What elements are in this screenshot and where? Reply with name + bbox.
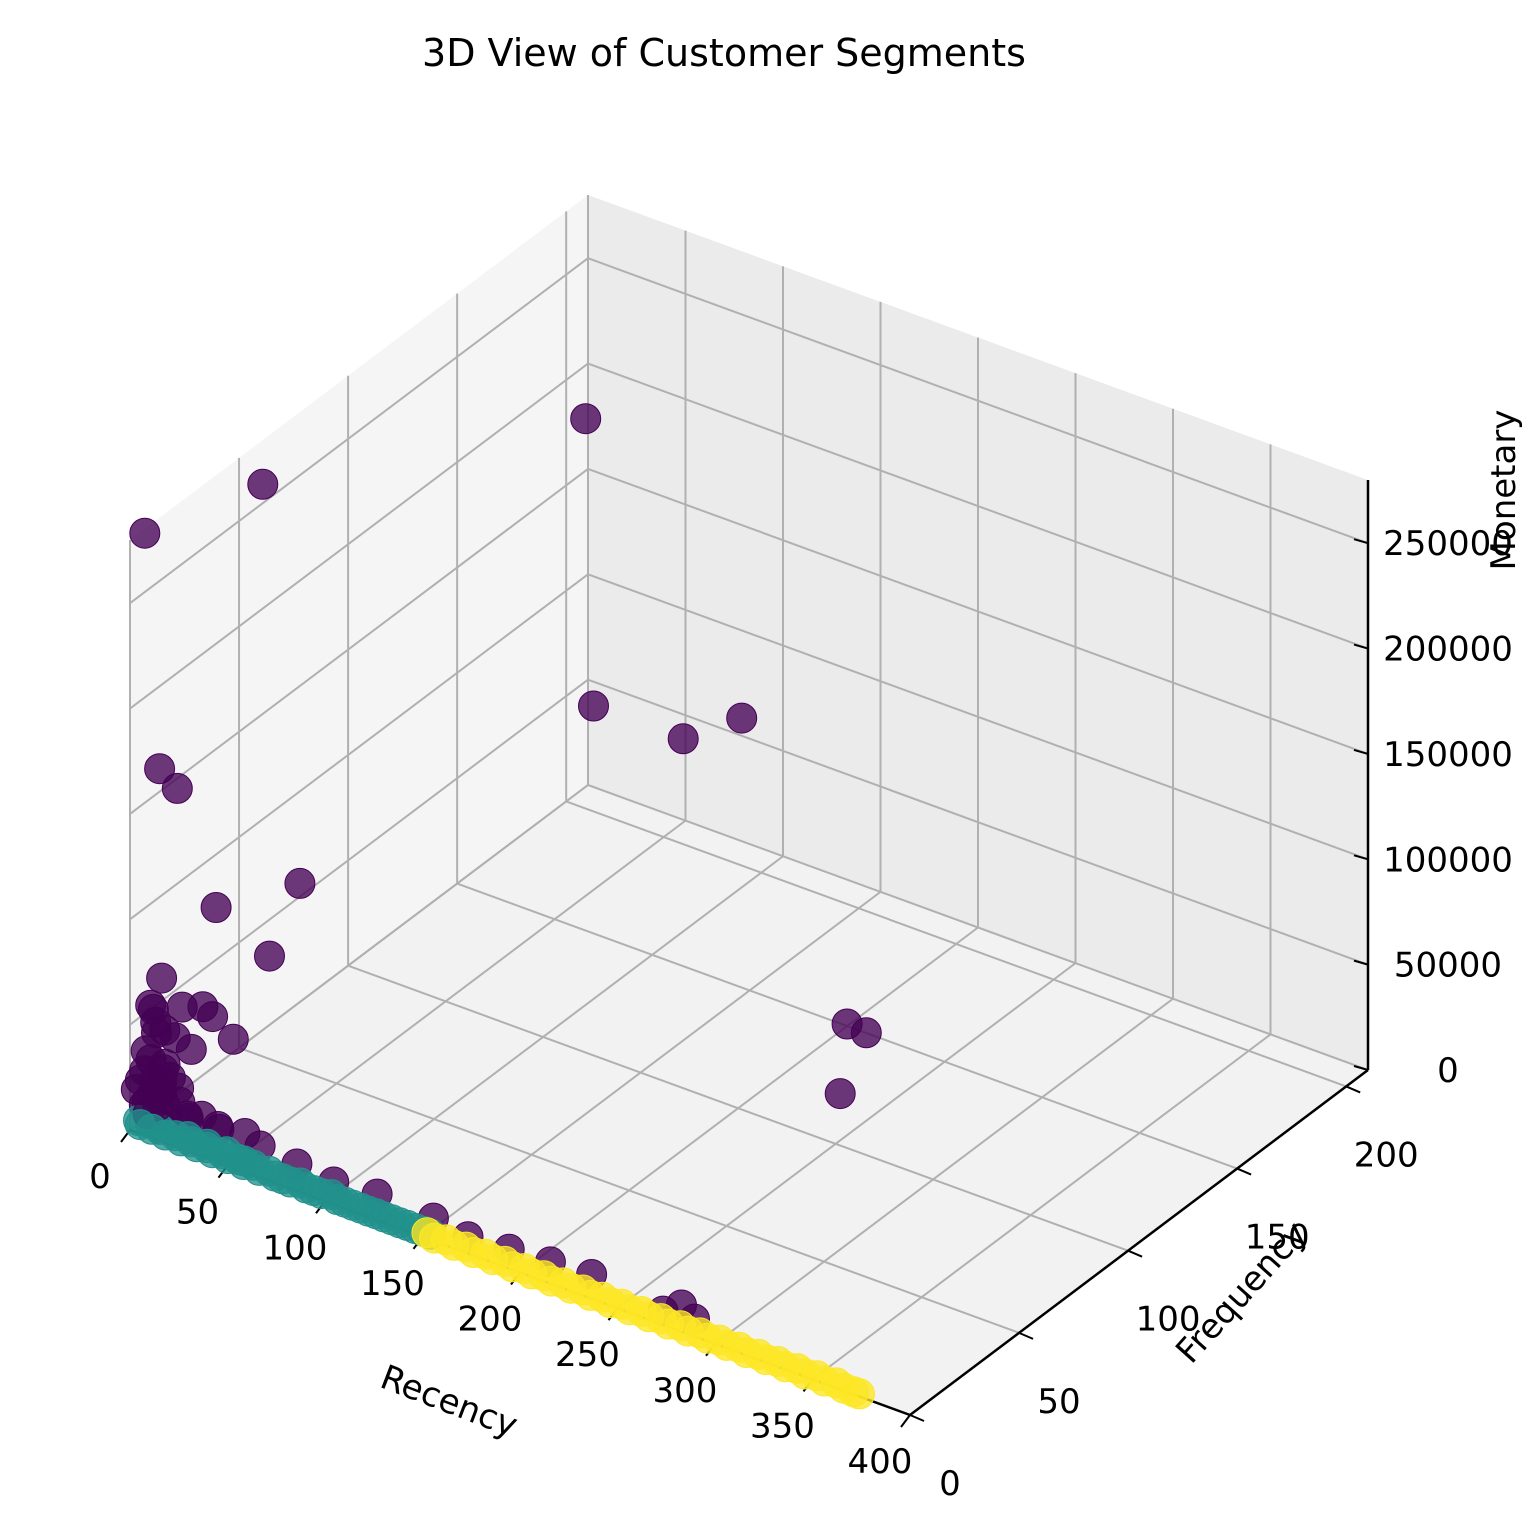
data-point-cluster-0 (161, 772, 193, 804)
grid-line-z-side (129, 257, 589, 605)
data-point-cluster-0 (284, 867, 316, 899)
z-tick-label: 100000 (1383, 840, 1513, 880)
data-point-cluster-0 (824, 1078, 856, 1110)
grid-line-y-floor (347, 964, 1129, 1252)
grid-line-x-floor (324, 855, 784, 1203)
y-tick-label: 200 (1354, 1135, 1419, 1175)
data-point-cluster-0 (667, 723, 699, 755)
data-point-cluster-0 (850, 1017, 882, 1049)
grid-line-z-side (129, 573, 589, 921)
x-tick-label: 400 (848, 1442, 913, 1482)
grid-line-x-floor (421, 891, 882, 1238)
y-tick (1345, 1085, 1361, 1094)
z-tick-label: 150000 (1383, 735, 1513, 775)
grid-line-z-side (129, 468, 589, 815)
grid-line-y-floor (565, 800, 1347, 1088)
z-tick-label: 0 (1437, 1051, 1459, 1091)
x-tick-label: 0 (89, 1157, 111, 1197)
y-tick (1236, 1167, 1252, 1176)
y-tick-label: 0 (939, 1464, 961, 1504)
data-point-cluster-0 (200, 892, 232, 923)
y-tick (1127, 1249, 1143, 1258)
grid-line-z-back (587, 784, 1369, 1071)
grid-line-z-side (129, 362, 589, 710)
z-tick-label: 50000 (1394, 946, 1502, 986)
x-tick (900, 1414, 911, 1428)
grid-line-x-floor (811, 1033, 1272, 1381)
x-tick-label: 50 (176, 1193, 219, 1233)
grid-line-z-back (587, 257, 1369, 545)
z-tick (1353, 854, 1369, 861)
data-point-cluster-0 (130, 1035, 162, 1067)
y-tick-label: 100 (1136, 1300, 1201, 1340)
data-point-cluster-0 (570, 403, 602, 435)
z-tick-label: 250000 (1383, 524, 1513, 564)
z-tick (1353, 643, 1369, 650)
grid-line-z-side (129, 784, 589, 1131)
chart-grid (129, 195, 1369, 1416)
data-point-cluster-0 (129, 517, 161, 549)
data-point-cluster-0 (146, 962, 178, 994)
y-tick-label: 150 (1245, 1218, 1310, 1258)
data-point-cluster-2 (844, 1378, 875, 1410)
grid-line-x-floor (519, 926, 979, 1274)
y-tick (909, 1414, 925, 1422)
z-tick (1353, 748, 1369, 755)
side-pane (130, 195, 588, 1130)
y-axis-label: Frequency (1168, 1214, 1315, 1371)
grid-line-y-floor (238, 1046, 1020, 1334)
grid-line-z-back (587, 362, 1369, 650)
z-tick (1353, 1065, 1369, 1071)
grid-line-z-back (587, 678, 1369, 966)
z-axis-label: Monetary (1484, 410, 1524, 571)
chart-title: 3D View of Customer Segments (422, 31, 1026, 75)
x-tick-label: 200 (458, 1300, 523, 1340)
grid-line-x-floor (616, 962, 1077, 1309)
data-point-cluster-0 (726, 702, 758, 734)
data-point-cluster-0 (144, 753, 176, 785)
z-tick (1353, 959, 1369, 966)
x-tick-label: 250 (555, 1335, 620, 1375)
data-point-cluster-0 (197, 1001, 229, 1033)
z-tick-label: 200000 (1383, 630, 1513, 670)
data-point-cluster-0 (254, 940, 285, 972)
x-axis-label: Recency (375, 1357, 523, 1446)
grid-line-z-back (587, 467, 1369, 755)
chart-labels: 0 50 100 150 200 250 300 350 400 0 50 100 150 200 0 500… (89, 524, 1513, 1504)
y-axis-line (909, 1069, 1369, 1416)
chart-points (120, 403, 882, 1410)
x-tick-label: 300 (653, 1371, 718, 1411)
z-tick (1353, 538, 1369, 545)
data-point-cluster-0 (135, 989, 167, 1021)
grid-line-x-floor (714, 997, 1174, 1345)
grid-line-z-side (129, 678, 589, 1026)
data-point-cluster-0 (247, 468, 279, 500)
data-point-cluster-0 (578, 690, 609, 722)
x-tick-label: 100 (263, 1228, 328, 1268)
x-tick-label: 150 (360, 1264, 425, 1304)
data-point-cluster-0 (217, 1023, 249, 1055)
x-tick-label: 350 (750, 1406, 815, 1446)
y-tick-label: 50 (1037, 1382, 1080, 1422)
grid-line-x-floor (226, 819, 687, 1167)
y-tick (1018, 1331, 1034, 1340)
grid-line-z-back (587, 573, 1369, 861)
